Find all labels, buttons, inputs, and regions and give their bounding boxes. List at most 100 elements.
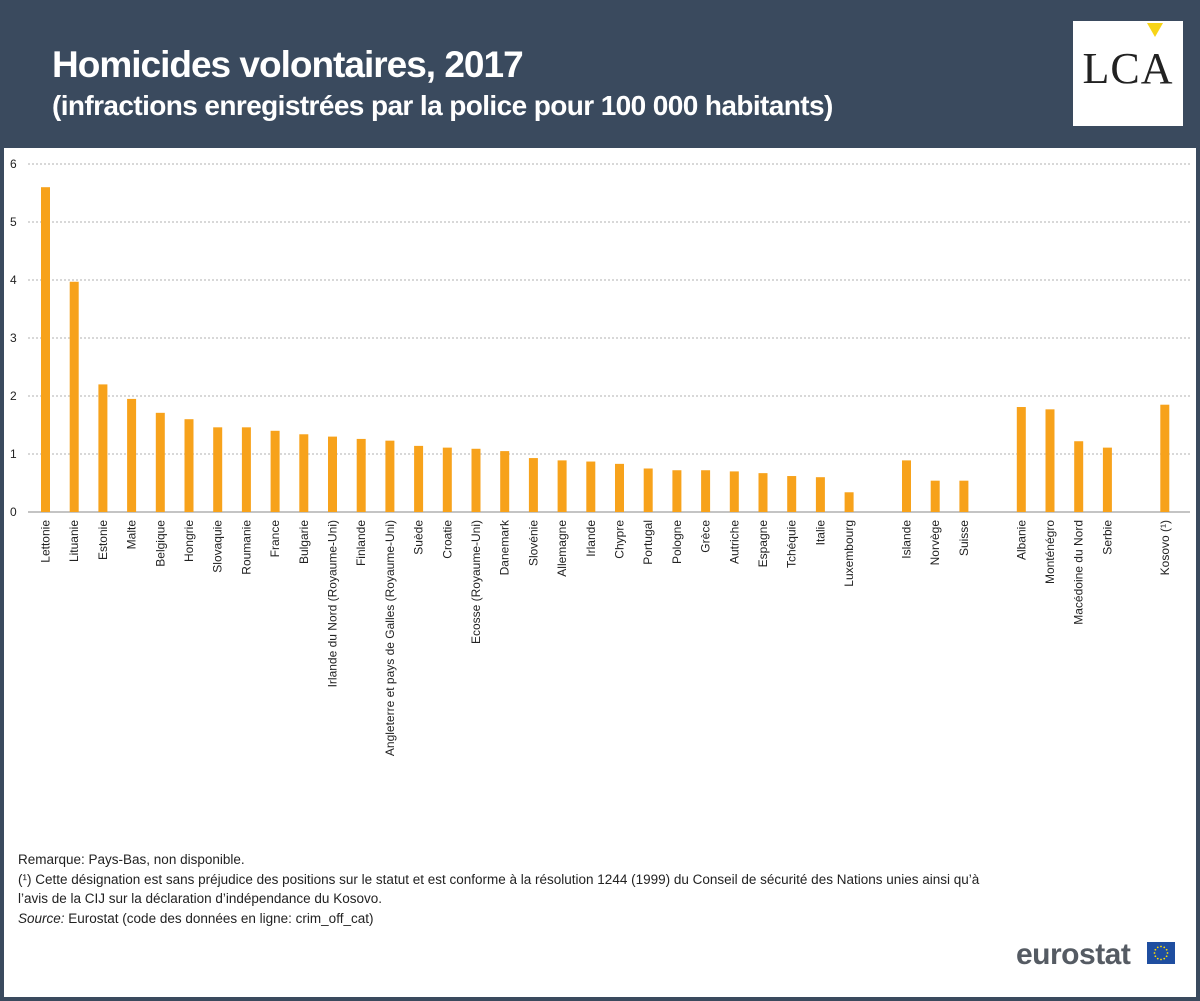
x-tick-label: Finlande (354, 520, 368, 566)
bar-islande (902, 460, 911, 512)
header: Homicides volontaires, 2017 (infractions… (0, 0, 1200, 148)
eu-star (1156, 946, 1159, 949)
bar-croatie (442, 447, 452, 512)
chart-panel: 0 1 2 3 4 5 6 Lettonie Lituanie Estonie Malte Belgi… (4, 148, 1196, 997)
x-tick-label: Irlande (584, 520, 598, 557)
source-text: Eurostat (code des données en ligne: cri… (64, 910, 374, 926)
x-tick-label: Italie (813, 520, 827, 546)
y-tick-label: 6 (10, 157, 17, 171)
bar-danemark (500, 451, 510, 512)
x-tick-label: Pologne (670, 520, 684, 564)
x-tick-label: Slovaquie (211, 520, 225, 573)
bar-ecosse-royaume-uni (471, 448, 481, 512)
x-tick-label: Ecosse (Royaume-Uni) (469, 520, 483, 644)
bar-slov-nie (528, 458, 538, 512)
eu-star (1165, 948, 1168, 951)
x-tick-label: Belgique (153, 520, 167, 567)
chart-notes: Remarque: Pays-Bas, non disponible. (¹) … (18, 850, 1118, 928)
bar-irlande (586, 461, 596, 512)
bar-belgique (155, 412, 165, 512)
y-tick-label: 5 (10, 215, 17, 229)
x-tick-label: Norvège (928, 520, 942, 566)
x-tick-label: Angleterre et pays de Galles (Royaume-Un… (383, 520, 397, 756)
source-note: Source: Eurostat (code des données en li… (18, 909, 1118, 929)
bar-norv-ge (930, 480, 940, 512)
eu-star (1153, 952, 1156, 954)
bar-pologne (672, 470, 682, 512)
y-tick-label: 2 (10, 389, 17, 403)
bar-mac-doine-du-nord (1074, 441, 1084, 512)
x-tick-label: Hongrie (182, 520, 196, 562)
bar-serbie (1102, 447, 1112, 512)
lca-logo: LCA (1073, 21, 1183, 126)
x-tick-label: France (268, 520, 282, 558)
x-tick-label: Islande (900, 520, 914, 559)
x-tick-label: Tchéquie (785, 520, 799, 568)
bar-angleterre-et-pays-de-galles-royaume-uni (385, 440, 395, 512)
bar-chypre (615, 463, 624, 512)
x-tick-label: Monténégro (1043, 520, 1057, 584)
x-tick-label: Roumanie (239, 520, 253, 575)
x-tick-label: Malte (125, 520, 139, 550)
chart-subtitle: (infractions enregistrées par la police … (52, 90, 833, 121)
bar-su-de (414, 445, 424, 512)
x-tick-label: Suède (412, 520, 426, 555)
x-tick-label: Danemark (498, 519, 512, 575)
bar-autriche (729, 471, 739, 512)
bar-italie (815, 477, 825, 512)
bar-malte (127, 398, 137, 512)
bar-slovaquie (213, 427, 223, 512)
bar-allemagne (557, 460, 567, 512)
footnote-line-2: l’avis de la CIJ sur la déclaration d’in… (18, 891, 382, 906)
x-tick-label: Serbie (1100, 520, 1114, 555)
y-tick-label: 0 (10, 505, 17, 519)
eurostat-logo: eurostat (1016, 938, 1131, 971)
x-tick-label: Kosovo (¹) (1158, 520, 1172, 575)
bar-chart: 0 1 2 3 4 5 6 Lettonie Lituanie Estonie Malte Belgi… (10, 157, 1190, 756)
bar-finlande (356, 438, 366, 512)
y-tick-label: 3 (10, 331, 17, 345)
eu-star (1154, 955, 1157, 958)
footnote-line-1: (¹) Cette désignation est sans préjudice… (18, 871, 980, 887)
source-label: Source: (18, 910, 65, 926)
eu-star (1163, 957, 1166, 960)
bar-kosovo (1160, 404, 1170, 512)
logo-accent-icon (1147, 23, 1163, 37)
y-tick-label: 1 (10, 447, 17, 461)
x-tick-label: Lituanie (67, 520, 81, 562)
eu-star (1154, 948, 1157, 951)
x-tick-label: Croatie (440, 520, 454, 559)
x-tick-label: Espagne (756, 520, 770, 568)
x-tick-label: Lettonie (39, 520, 53, 563)
x-tick-label: Macédoine du Nord (1072, 520, 1086, 625)
x-tick-label: Irlande du Nord (Royaume-Uni) (326, 520, 340, 687)
eu-flag-icon (1147, 942, 1175, 964)
x-tick-label: Slovénie (526, 520, 540, 566)
x-tick-label: Portugal (641, 520, 655, 565)
eu-star (1163, 946, 1166, 949)
eu-star (1160, 945, 1162, 948)
eu-star (1166, 952, 1169, 954)
x-tick-label: Allemagne (555, 520, 569, 577)
x-tick-label: Grèce (699, 520, 713, 553)
bar-tch-quie (787, 476, 797, 512)
x-tick-label: Estonie (96, 520, 110, 560)
bar-lettonie (41, 187, 50, 512)
logo-text: LCA (1082, 44, 1174, 93)
y-tick-label: 4 (10, 273, 17, 287)
bar-irlande-du-nord-royaume-uni (328, 436, 337, 512)
bar-hongrie (184, 419, 194, 512)
bar-albanie (1016, 407, 1026, 512)
bar-estonie (98, 384, 108, 512)
bar-gr-ce (701, 470, 711, 512)
x-tick-label: Suisse (957, 520, 971, 556)
eu-star (1160, 958, 1162, 961)
x-tick-label: Autriche (727, 520, 741, 564)
eu-star (1156, 957, 1159, 960)
x-tick-label: Bulgarie (297, 520, 311, 564)
bar-roumanie (241, 427, 251, 512)
remark-note: Remarque: Pays-Bas, non disponible. (18, 852, 245, 867)
bar-suisse (959, 480, 969, 512)
bar-luxembourg (844, 492, 854, 512)
bar-france (270, 430, 280, 512)
